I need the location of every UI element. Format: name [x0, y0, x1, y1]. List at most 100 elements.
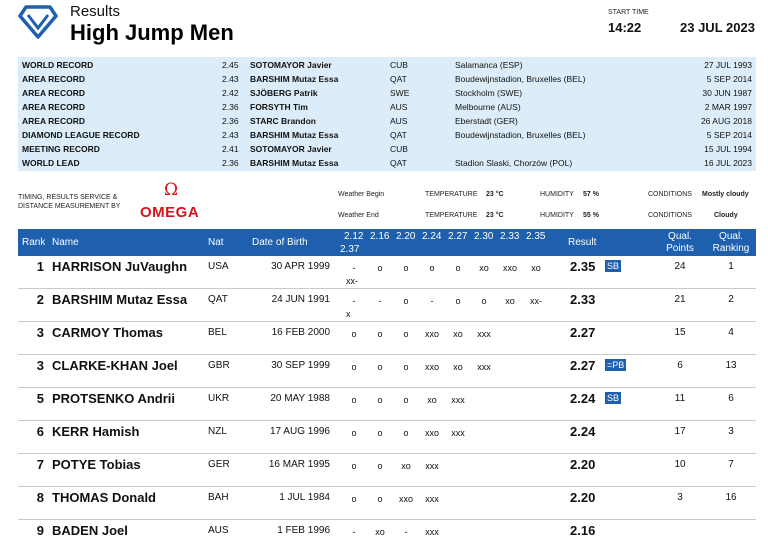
attempt-cell: xxx [425, 461, 439, 471]
table-row: 3 CLARKE-KHAN Joel GBR 30 SEP 1999 o o o xxo xo x… [18, 355, 756, 388]
rank-cell: 1 [36, 259, 44, 274]
record-nat: QAT [390, 74, 407, 84]
record-mark: 2.41 [222, 144, 239, 154]
result-cell: 2.16 [570, 523, 596, 538]
attempt-cell: xx- [530, 296, 542, 306]
qual-points: 3 [677, 492, 683, 503]
attempt-cell: xo [453, 329, 463, 339]
record-type: WORLD LEAD [22, 158, 80, 168]
attempt-cell: o [377, 494, 383, 504]
record-holder: BARSHIM Mutaz Essa [250, 130, 339, 140]
record-type: WORLD RECORD [22, 60, 94, 70]
table-row: 9 BADEN Joel AUS 1 FEB 1996 - xo - xxx 2.16 [18, 520, 756, 548]
record-date: 5 SEP 2014 [706, 74, 752, 84]
col-dob: Date of Birth [252, 237, 308, 248]
record-venue: Boudewijnstadion, Bruxelles (BEL) [455, 74, 586, 84]
record-venue: Melbourne (AUS) [455, 102, 521, 112]
nat-cell: BAH [208, 492, 229, 503]
athlete-name: HARRISON JuVaughn [52, 259, 188, 274]
attempt-cell: xo [453, 362, 463, 372]
attempt-cell: o [377, 362, 383, 372]
record-row: WORLD RECORD 2.45 SOTOMAYOR Javier CUB Salam… [18, 58, 756, 72]
attempt-cell: - [352, 296, 356, 306]
diamond-logo-icon [18, 5, 58, 39]
attempt-cell: o [481, 296, 487, 306]
attempt-cell: o [351, 461, 357, 471]
col-height-row2: 2.37 [340, 244, 360, 255]
col-height: 2.30 [474, 231, 494, 242]
col-rank: Rank [22, 237, 46, 248]
record-row: AREA RECORD 2.43 BARSHIM Mutaz Essa QAT Boud… [18, 72, 756, 86]
qual-ranking: 16 [725, 492, 737, 503]
record-mark: 2.36 [222, 158, 239, 168]
attempt-cell: o [455, 296, 461, 306]
end-conditions: Cloudy [714, 212, 738, 219]
attempt-cell: o [403, 296, 409, 306]
rank-cell: 3 [36, 358, 44, 373]
rank-cell: 5 [36, 391, 44, 406]
record-venue: Stadion Slaski, Chorzów (POL) [455, 158, 573, 168]
record-type: AREA RECORD [22, 116, 85, 126]
attempt-cell-extra: xx- [346, 276, 358, 286]
record-venue: Boudewijnstadion, Bruxelles (BEL) [455, 130, 586, 140]
col-rkg-1: Qual. [719, 231, 743, 242]
begin-humidity: 57 % [583, 191, 599, 198]
athlete-name: CARMOY Thomas [52, 325, 163, 340]
record-row: DIAMOND LEAGUE RECORD 2.43 BARSHIM Mutaz E… [18, 128, 756, 142]
record-mark: 2.43 [222, 74, 239, 84]
col-name: Name [52, 237, 79, 248]
athlete-name: KERR Hamish [52, 424, 140, 439]
event-date: 23 JUL 2023 [680, 20, 755, 35]
record-type: AREA RECORD [22, 102, 85, 112]
attempt-cell: o [351, 329, 357, 339]
record-mark: 2.45 [222, 60, 239, 70]
attempt-cell: o [403, 329, 409, 339]
rank-cell: 7 [36, 457, 44, 472]
col-height: 2.20 [396, 231, 416, 242]
dob-cell: 17 AUG 1996 [269, 426, 330, 437]
qual-ranking: 4 [728, 327, 734, 338]
temperature-label: TEMPERATURE [425, 191, 478, 198]
record-holder: SOTOMAYOR Javier [250, 60, 332, 70]
result-cell: 2.20 [570, 457, 596, 472]
attempt-cell: xo [505, 296, 515, 306]
nat-cell: GER [208, 459, 230, 470]
athlete-name: BARSHIM Mutaz Essa [52, 292, 188, 307]
rank-cell: 3 [36, 325, 44, 340]
attempt-cell: xxo [424, 428, 439, 438]
weather-begin-label: Weather Begin [338, 191, 385, 198]
dob-cell: 24 JUN 1991 [271, 294, 330, 305]
record-holder: STARC Brandon [250, 116, 316, 126]
table-row: 7 POTYE Tobias GER 16 MAR 1995 o o xo xxx 2.20 10… [18, 454, 756, 487]
results-table-header: Rank Name Nat Date of Birth 2.37 Result … [18, 229, 756, 256]
dob-cell: 16 FEB 2000 [271, 327, 330, 338]
record-date: 26 AUG 2018 [700, 116, 752, 126]
result-cell: 2.24 [570, 424, 596, 439]
nat-cell: GBR [208, 360, 230, 371]
col-height: 2.24 [422, 231, 442, 242]
attempt-cell: - [378, 296, 382, 306]
attempt-cell: o [377, 461, 383, 471]
record-date: 2 MAR 1997 [704, 102, 752, 112]
attempt-cell: xxx [425, 527, 439, 537]
records-panel: WORLD RECORD 2.45 SOTOMAYOR Javier CUB Salam… [18, 57, 756, 171]
omega-brand: OMEGA [140, 204, 200, 221]
athlete-name: BADEN Joel [52, 523, 128, 538]
record-date: 16 JUL 2023 [704, 158, 752, 168]
record-mark: 2.43 [222, 130, 239, 140]
qual-ranking: 6 [728, 393, 734, 404]
attempt-cell: o [403, 395, 409, 405]
qual-points: 21 [674, 294, 686, 305]
record-nat: AUS [390, 116, 408, 126]
qual-points: 11 [674, 393, 686, 404]
attempt-cell: xxx [425, 494, 439, 504]
attempt-cell: xxo [424, 362, 439, 372]
table-row: 3 CARMOY Thomas BEL 16 FEB 2000 o o o xxo xo xxx 2… [18, 322, 756, 355]
record-row: AREA RECORD 2.42 SJÖBERG Patrik SWE Stockhol… [18, 86, 756, 100]
col-nat: Nat [208, 237, 224, 248]
col-height: 2.12 [344, 231, 364, 242]
attempt-cell: xo [375, 527, 385, 537]
page-title: High Jump Men [70, 20, 234, 45]
qual-points: 10 [674, 459, 686, 470]
record-date: 15 JUL 1994 [704, 144, 752, 154]
